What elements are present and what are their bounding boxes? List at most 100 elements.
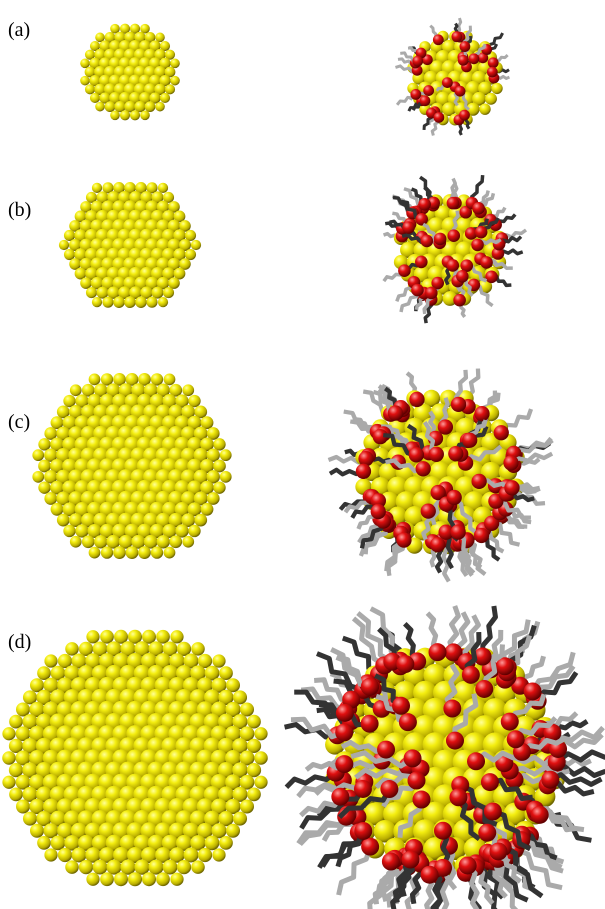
gold-atom — [479, 103, 490, 114]
gold-atom — [194, 514, 207, 527]
sulfur-atom — [421, 503, 436, 518]
gold-atom — [185, 249, 196, 260]
sulfur-atom — [455, 86, 466, 97]
gold-atom — [90, 93, 100, 103]
gold-atom — [212, 654, 225, 667]
figure: (a) (b) (c) (d) — [0, 0, 605, 909]
gold-atom — [16, 703, 30, 717]
gold-atom — [165, 84, 175, 94]
sulfur-atom — [335, 755, 353, 773]
gold-atom — [9, 715, 23, 729]
sulfur-atom — [471, 239, 484, 252]
gold-atom — [37, 666, 51, 680]
gold-atom — [177, 860, 191, 874]
gold-atom — [151, 546, 163, 558]
gold-atom — [2, 776, 15, 789]
gold-atom — [142, 872, 156, 886]
sulfur-atom — [468, 53, 479, 64]
sulfur-atom — [409, 392, 424, 407]
sulfur-atom — [401, 851, 419, 869]
sulfur-atom — [447, 490, 462, 505]
gold-atom — [92, 183, 102, 193]
gold-atom — [106, 860, 121, 875]
sulfur-atom — [421, 866, 439, 884]
sulfur-atom — [411, 284, 424, 297]
gold-atom — [86, 873, 99, 886]
gold-atom — [140, 111, 150, 121]
gold-atom — [163, 860, 178, 875]
sulfur-atom — [429, 643, 447, 661]
gold-atom — [32, 471, 44, 483]
sulfur-atom — [361, 715, 379, 733]
gold-atom — [124, 296, 136, 308]
sulfur-atom — [504, 480, 519, 495]
gold-atom — [101, 546, 113, 558]
sulfur-atom — [459, 110, 470, 121]
sulfur-atom — [371, 504, 386, 519]
gold-atom — [205, 835, 220, 850]
bare-cluster — [32, 373, 231, 559]
sulfur-atom — [415, 256, 428, 269]
gold-atom — [219, 836, 233, 850]
sulfur-atom — [407, 772, 425, 790]
sulfur-atom — [402, 221, 415, 234]
gold-atom — [135, 296, 147, 308]
sulfur-atom — [335, 723, 353, 741]
sulfur-atom — [458, 55, 469, 66]
gold-atom — [94, 535, 107, 548]
gold-atom — [158, 183, 168, 193]
gold-atom — [64, 249, 75, 260]
gold-atom — [2, 727, 15, 740]
gold-atom — [491, 83, 502, 94]
gold-atom — [95, 102, 105, 112]
sulfur-atom — [474, 406, 489, 421]
sulfur-atom — [462, 433, 477, 448]
gold-atom — [114, 872, 128, 886]
bare-cluster — [59, 182, 201, 308]
sulfur-atom — [450, 524, 465, 539]
sulfur-atom — [412, 791, 430, 809]
sulfur-atom — [396, 532, 411, 547]
gold-atom — [145, 101, 156, 112]
sulfur-atom — [531, 806, 549, 824]
gold-atom — [130, 110, 140, 120]
sulfur-atom — [415, 213, 428, 226]
gold-atom — [93, 860, 108, 875]
sulfur-atom — [429, 447, 444, 462]
gold-atom — [201, 503, 214, 516]
panel-label: (b) — [8, 199, 31, 221]
sulfur-atom — [443, 700, 461, 718]
gold-atom — [44, 848, 57, 861]
sulfur-atom — [487, 67, 498, 78]
sulfur-atom — [474, 528, 489, 543]
sulfur-atom — [488, 57, 499, 68]
sulfur-atom — [446, 732, 464, 750]
gold-atom — [146, 297, 157, 308]
sulfur-atom — [398, 264, 411, 277]
gold-atom — [485, 93, 497, 105]
sulfur-atom — [503, 455, 518, 470]
sulfur-atom — [412, 56, 423, 67]
gold-atom — [80, 277, 92, 289]
capped-cluster — [384, 175, 526, 323]
gold-atom — [32, 449, 44, 461]
gold-atom — [9, 788, 23, 802]
gold-atom — [100, 872, 114, 886]
gold-atom — [191, 860, 205, 874]
gold-atom — [44, 654, 57, 667]
sulfur-atom — [447, 229, 460, 242]
panel-label: (c) — [8, 411, 30, 433]
gold-atom — [156, 872, 170, 886]
sulfur-atom — [456, 270, 469, 283]
gold-atom — [213, 481, 225, 493]
sulfur-atom — [507, 730, 525, 748]
sulfur-atom — [442, 77, 453, 88]
capped-cluster — [285, 606, 605, 909]
gold-atom — [86, 630, 99, 643]
panel-label: (d) — [8, 631, 31, 653]
gold-atom — [59, 240, 69, 250]
gold-atom — [37, 836, 51, 850]
gold-atom — [51, 835, 66, 850]
sulfur-atom — [459, 41, 470, 52]
gold-atom — [92, 297, 102, 307]
